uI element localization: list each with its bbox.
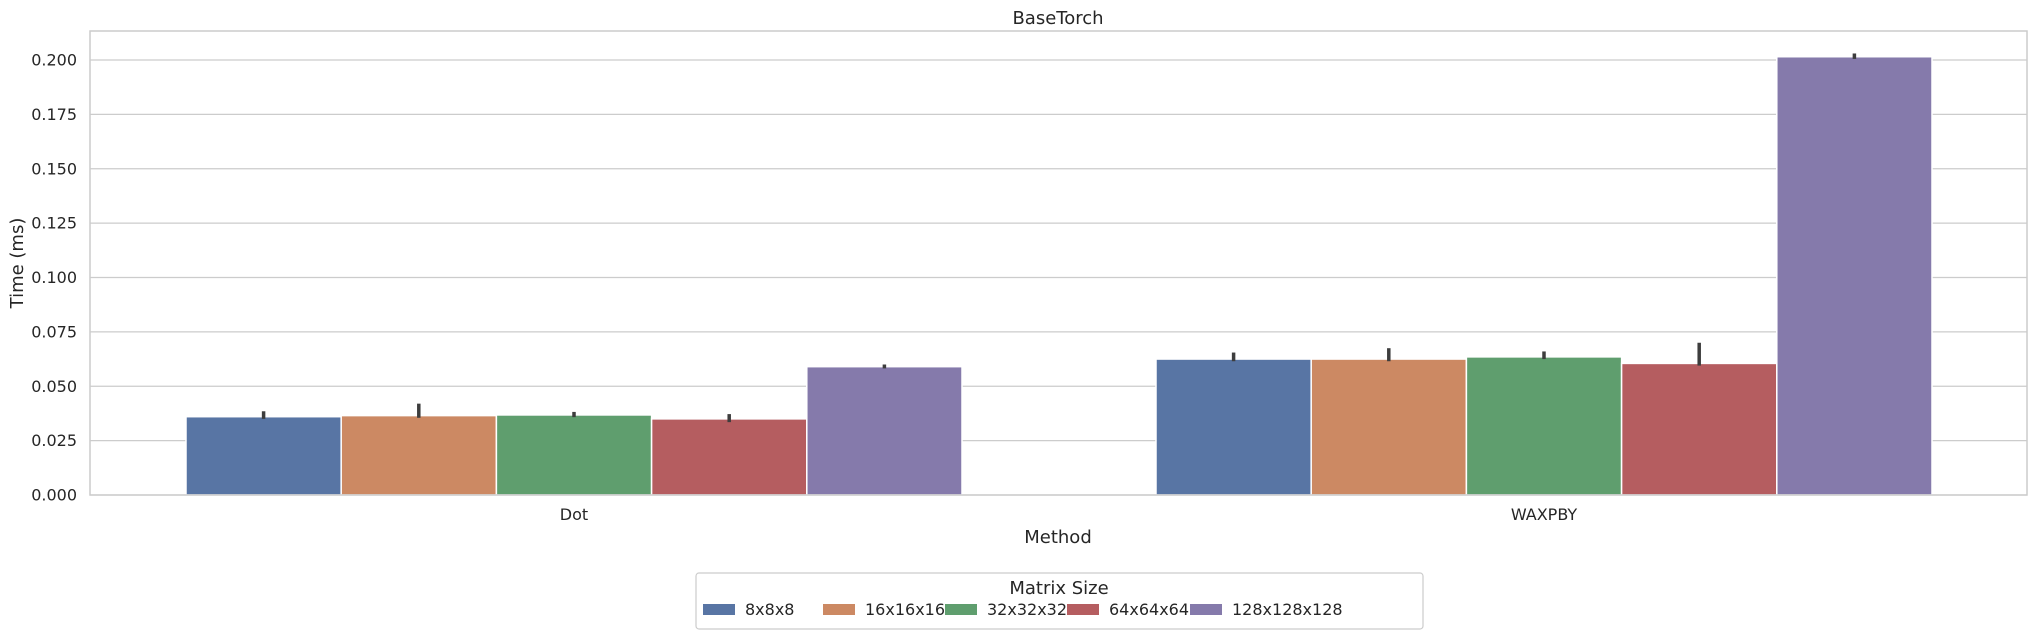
y-tick-label: 0.000 — [31, 486, 77, 505]
bar-dot-32x32x32 — [495, 414, 653, 496]
bar-dot-16x16x16 — [340, 414, 498, 496]
x-tick-labels: Dot WAXPBY — [560, 505, 1578, 524]
bar-waxpby-32x32x32 — [1465, 356, 1623, 496]
y-tick-label: 0.150 — [31, 159, 77, 178]
bar-waxpby-64x64x64 — [1620, 362, 1778, 496]
legend-label: 16x16x16 — [865, 600, 945, 619]
legend-label: 128x128x128 — [1232, 600, 1343, 619]
legend-item: 16x16x16 — [823, 600, 945, 619]
legend-item: 128x128x128 — [1190, 600, 1343, 619]
legend-items: 8x8x8 16x16x16 32x32x32 64x64x64 128x128x128 — [703, 600, 1343, 619]
bar-dot-64x64x64 — [650, 418, 808, 496]
legend-item: 64x64x64 — [1067, 600, 1189, 619]
y-tick-label: 0.075 — [31, 322, 77, 341]
y-tick-label: 0.025 — [31, 431, 77, 450]
legend-swatch — [945, 604, 977, 615]
bar-waxpby-16x16x16 — [1310, 358, 1468, 496]
bars — [185, 55, 1933, 496]
legend: Matrix Size 8x8x8 16x16x16 32x32x32 64x64x6… — [695, 572, 1424, 630]
bar-dot-128x128x128 — [806, 365, 963, 496]
y-tick-label: 0.050 — [31, 377, 77, 396]
y-tick-label: 0.100 — [31, 268, 77, 287]
legend-swatch — [1190, 604, 1222, 615]
x-tick-label: Dot — [560, 505, 588, 524]
plot-frame — [89, 30, 2028, 496]
y-tick-label: 0.125 — [31, 214, 77, 233]
legend-label: 32x32x32 — [987, 600, 1067, 619]
legend-swatch — [1067, 604, 1099, 615]
bar-dot-8x8x8 — [185, 415, 342, 496]
legend-item: 8x8x8 — [703, 600, 794, 619]
legend-swatch — [823, 604, 855, 615]
legend-label: 8x8x8 — [745, 600, 794, 619]
legend-item: 32x32x32 — [945, 600, 1067, 619]
legend-swatch — [703, 604, 735, 615]
y-tick-labels: 0.000 0.025 0.050 0.075 0.100 0.125 0.150 0.175… — [31, 51, 77, 505]
chart-title: BaseTorch — [1012, 8, 1103, 29]
y-tick-label: 0.175 — [31, 105, 77, 124]
bar-waxpby-8x8x8 — [1155, 358, 1312, 496]
error-bars — [261, 53, 1857, 423]
x-axis-label: Method — [1024, 527, 1092, 548]
y-tick-label: 0.200 — [31, 51, 77, 70]
x-tick-label: WAXPBY — [1511, 505, 1578, 524]
legend-title: Matrix Size — [1009, 578, 1108, 599]
legend-frame — [695, 572, 1424, 630]
legend-label: 64x64x64 — [1109, 600, 1189, 619]
bar-waxpby-128x128x128 — [1776, 55, 1933, 496]
y-axis-label: Time (ms) — [7, 218, 28, 310]
